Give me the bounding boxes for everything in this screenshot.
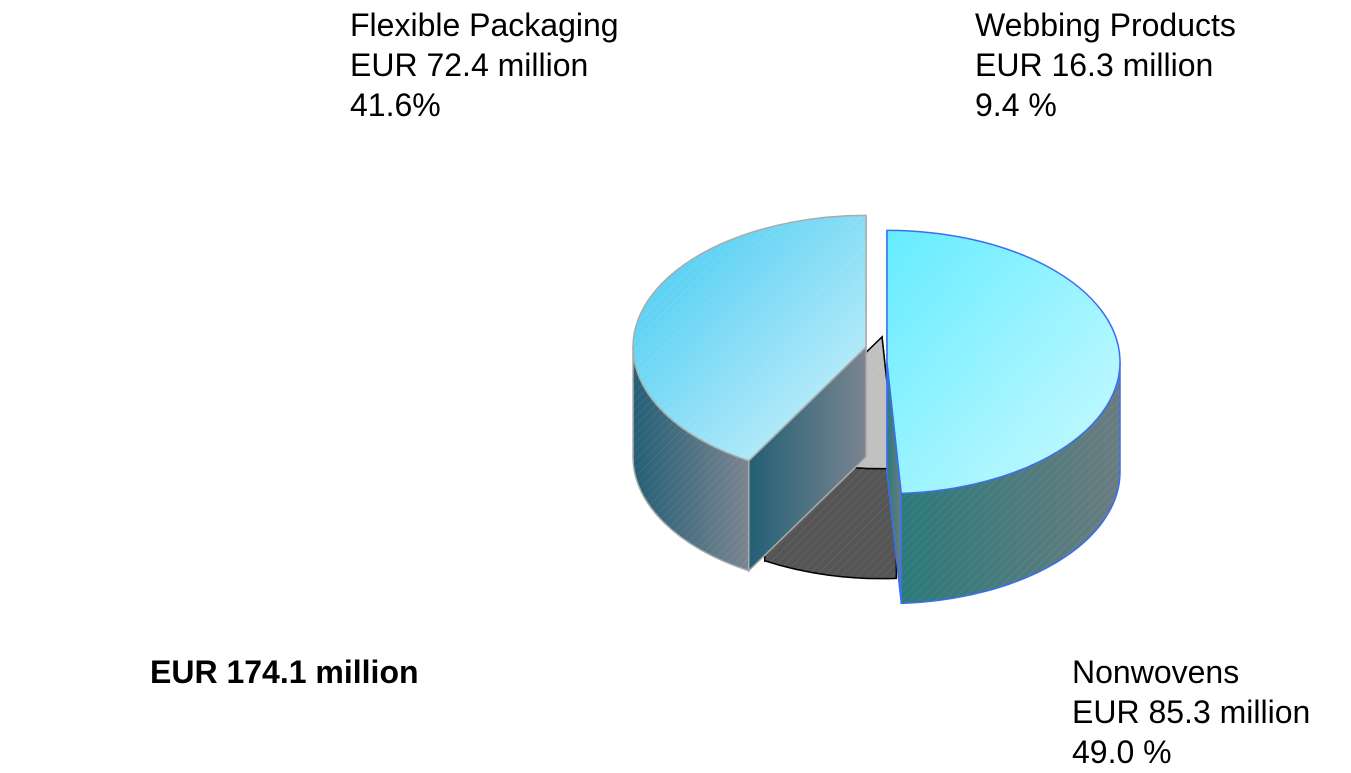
pie-slice-nonwovens (886, 229, 1121, 605)
slice-name: Webbing Products (975, 7, 1236, 43)
slice-percent: 41.6% (350, 87, 441, 123)
slice-top-texture (887, 230, 1120, 494)
slice-rim-texture (901, 362, 1120, 604)
label-flexible-packaging: Flexible Packaging EUR 72.4 million 41.6… (350, 5, 619, 125)
slice-top-texture (633, 215, 866, 461)
total-label: EUR 174.1 million (150, 654, 419, 690)
pie-slice-flexible-packaging (632, 214, 867, 573)
slice-name: Nonwovens (1072, 654, 1240, 690)
slice-amount: EUR 85.3 million (1072, 694, 1311, 730)
label-webbing-products: Webbing Products EUR 16.3 million 9.4 % (975, 5, 1236, 125)
slice-amount: EUR 16.3 million (975, 47, 1214, 83)
slice-amount: EUR 72.4 million (350, 47, 589, 83)
slice-percent: 9.4 % (975, 87, 1057, 123)
slice-percent: 49.0 % (1072, 734, 1172, 770)
label-nonwovens: Nonwovens EUR 85.3 million 49.0 % (1072, 652, 1310, 772)
slice-rim-texture (633, 347, 749, 571)
slice-name: Flexible Packaging (350, 7, 619, 43)
